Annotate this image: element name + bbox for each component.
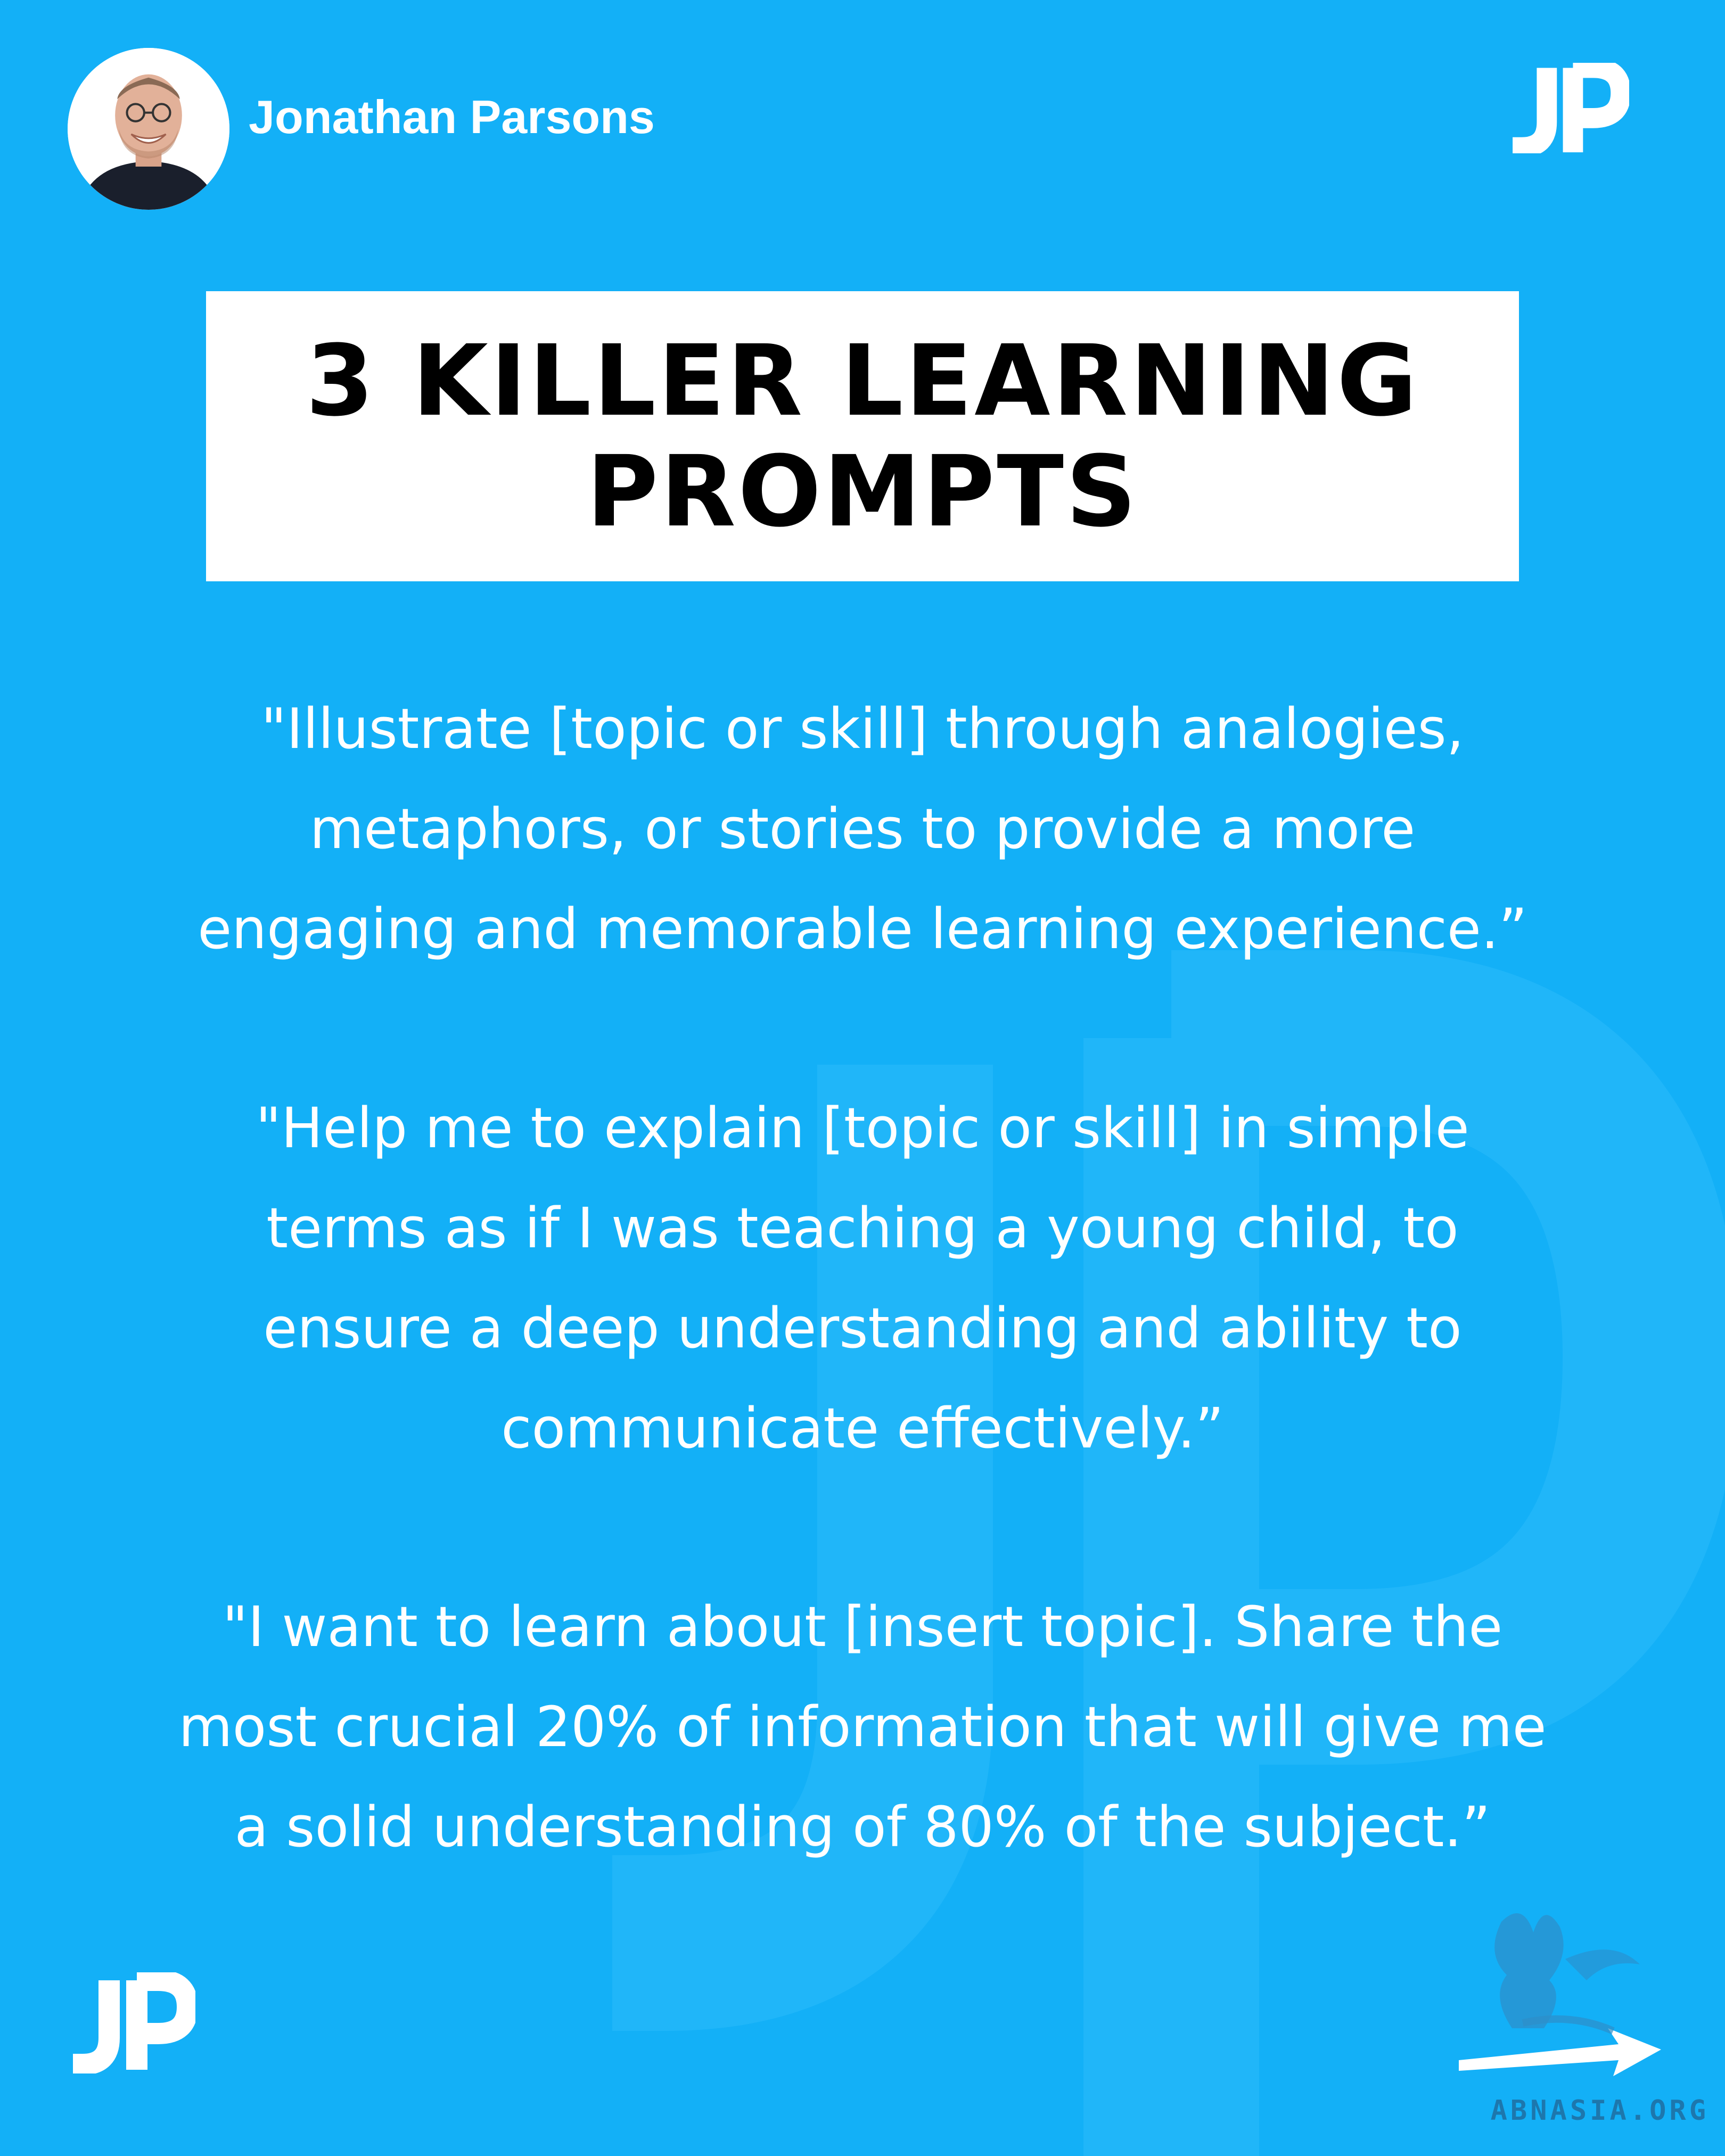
prompt-2-line-1: "Help me to explain [topic or skill] in … [256, 1096, 1469, 1161]
title-box: 3 KILLER LEARNING PROMPTS [206, 291, 1519, 581]
author-name: Jonathan Parsons [249, 90, 655, 143]
prompt-3-line-2: most crucial 20% of information that wil… [178, 1694, 1547, 1759]
prompt-1-line-3: engaging and memorable learning experien… [198, 896, 1527, 961]
prompt-1-line-2: metaphors, or stories to provide a more [309, 796, 1416, 861]
title-line-1: 3 KILLER LEARNING [306, 324, 1419, 438]
prompt-2-line-4: communicate effectively.” [501, 1396, 1224, 1461]
griffin-arrow-icon [1459, 1913, 1661, 2076]
page-title: 3 KILLER LEARNING PROMPTS [250, 326, 1475, 547]
jp-logo-top [1507, 63, 1629, 153]
jp-logo-icon [73, 1972, 195, 2073]
title-line-2: PROMPTS [586, 434, 1139, 549]
jp-logo-bottom [68, 1972, 195, 2073]
author-photo-icon [68, 48, 229, 210]
prompt-3: "I want to learn about [insert topic]. S… [117, 1577, 1608, 1877]
prompt-3-line-3: a solid understanding of 80% of the subj… [234, 1795, 1491, 1859]
prompt-1-line-1: "Illustrate [topic or skill] through ana… [261, 696, 1464, 761]
author-avatar [68, 48, 229, 210]
prompt-3-line-1: "I want to learn about [insert topic]. S… [222, 1594, 1503, 1659]
prompt-1: "Illustrate [topic or skill] through ana… [117, 679, 1608, 979]
abnasia-watermark-text: ABNASIA.ORG [1490, 2095, 1709, 2127]
prompt-2-line-3: ensure a deep understanding and ability … [263, 1296, 1462, 1361]
prompt-2-line-2: terms as if I was teaching a young child… [266, 1196, 1459, 1261]
jp-logo-icon [1513, 63, 1629, 153]
prompt-2: "Help me to explain [topic or skill] in … [117, 1078, 1608, 1478]
